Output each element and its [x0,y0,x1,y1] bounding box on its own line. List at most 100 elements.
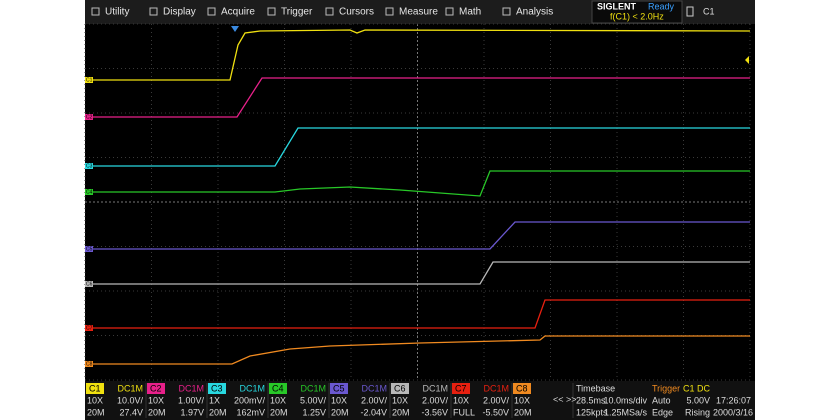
traces [85,29,751,365]
menu-item[interactable]: Analysis [516,7,553,18]
channel-offset: -5.50V [482,407,509,417]
channel-bandwidth: 20M [87,407,105,417]
channel-tag[interactable] [208,383,226,394]
menu-item[interactable]: Utility [105,7,129,18]
channel-tag[interactable] [391,383,409,394]
trace-label: C1 [86,77,93,83]
channel-coupling: DC1M [361,383,387,393]
counter-icon [686,6,694,17]
channel-name: C8 [516,383,528,393]
channel-name: C2 [150,383,162,393]
channel-offset: 27.4V [119,407,143,417]
trace-marker [85,325,93,331]
channel-tag[interactable] [269,383,287,394]
trace-marker [85,77,93,83]
channel-probe: 10X [514,395,530,405]
trigger-level-text: 5.00V [686,395,710,405]
channel-tag[interactable] [513,383,531,394]
trace-marker [85,163,93,169]
channel-scale: 1.00V/ [178,395,205,405]
menu-icon [267,7,276,16]
channel-probe: 10X [270,395,286,405]
trace-marker [85,114,93,120]
background [85,0,755,420]
channel-tag[interactable] [147,383,165,394]
channel-scale: 5.00V/ [300,395,327,405]
channel-coupling: DC1M [117,383,143,393]
page-arrows[interactable]: << >> [553,394,577,404]
menu-icon [445,7,454,16]
channel-tag[interactable] [452,383,470,394]
trace-label: C2 [86,114,93,120]
channel-probe: 10X [392,395,408,405]
channel-probe: 1X [209,395,220,405]
channel-scale: 200mV/ [234,395,266,405]
channel-probe: 10X [148,395,164,405]
menu-item[interactable]: Cursors [339,7,374,18]
clock-date: 2000/3/16 [713,407,753,417]
channel-name: C7 [455,383,467,393]
channel-bandwidth: 20M [392,407,410,417]
channel-name: C6 [394,383,406,393]
channel-offset: -3.56V [421,407,448,417]
trace [85,261,750,285]
trigger-source: C1 DC [683,383,711,393]
channel-probe: 10X [331,395,347,405]
channel-offset: 162mV [236,407,265,417]
trace-label: C8 [86,361,93,367]
channel-scale: 2.00V/ [422,395,449,405]
menu-icon [207,7,216,16]
menu-item[interactable]: Measure [399,7,438,18]
channel-scale: 2.00V/ [483,395,510,405]
trace [85,29,751,81]
channel-offset: -2.04V [360,407,387,417]
menu-icon [502,7,511,16]
frequency: f(C1) < 2.0Hz [610,11,664,21]
trace-label: C5 [86,246,93,252]
channel-offset: 1.97V [180,407,204,417]
trace-label: C4 [86,189,93,195]
channel-info: C1 DC1M 10X 10.0V/20M 27.4V C2 DC1M 10X 1.00V/20… [86,383,574,418]
menu-icon [385,7,394,16]
trigger-type: Edge [652,407,673,417]
channel-coupling: DC1M [178,383,204,393]
channel-bandwidth: 20M [148,407,166,417]
timebase-delay: 28.5ms [576,395,606,405]
channel-tag[interactable] [330,383,348,394]
channel-name: C3 [211,383,223,393]
channel-bandwidth: 20M [209,407,227,417]
channel-scale: 2.00V/ [361,395,388,405]
trace-label: C3 [86,163,93,169]
channel-name: C5 [333,383,345,393]
trace-marker [85,281,93,287]
channel-probe: 10X [87,395,103,405]
timebase-rate: 1.25MSa/s [604,407,648,417]
trace [85,170,750,197]
channel-name: C4 [272,383,284,393]
trace [85,221,750,250]
channel-coupling: DC1M [239,383,265,393]
trigger-label: Trigger [652,383,680,393]
trace-marker [85,361,93,367]
timebase-label: Timebase [576,383,615,393]
trace-marker [85,189,93,195]
trace [85,335,750,365]
timebase-memory: 125kpts [576,407,608,417]
trigger-level [745,56,749,64]
menu-icon [91,7,100,16]
menu-item[interactable]: Acquire [221,7,255,18]
channel-name: C1 [89,383,101,393]
channel-tag[interactable] [86,383,104,394]
status-box [591,0,683,24]
channel-coupling: DC1M [300,383,326,393]
menu-item[interactable]: Trigger [281,7,313,18]
channel-bandwidth: 20M [270,407,288,417]
channel-bandwidth: FULL [453,407,475,417]
brand: SIGLENT [597,1,637,11]
trace-labels: C1 C2 C3 C4 C5 C6 C7 C8 [85,77,93,367]
menu-item[interactable]: Display [163,7,196,18]
trace [85,299,750,329]
trace [85,77,750,118]
menu-item[interactable]: Math [459,7,481,18]
